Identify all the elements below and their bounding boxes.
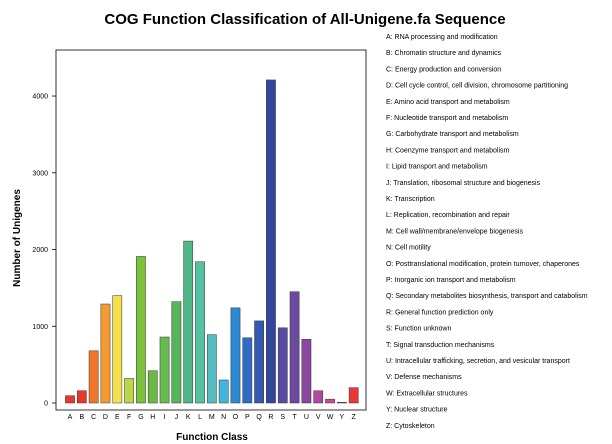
x-axis-label: Function Class <box>176 432 248 443</box>
x-tick-label: Q <box>256 414 262 421</box>
x-tick-label: P <box>245 414 250 421</box>
x-tick-label: U <box>304 414 309 421</box>
bar-o <box>230 307 241 404</box>
legend-item: Q: Secondary metabolites biosynthesis, t… <box>386 293 588 300</box>
legend-item: A: RNA processing and modification <box>386 34 498 41</box>
y-tick-label: 3000 <box>32 170 48 177</box>
legend-item: M: Cell wall/membrane/envelope biogenesi… <box>386 228 523 235</box>
bar-m <box>206 334 217 404</box>
bar-u <box>301 339 312 404</box>
legend-item: S: Function unknown <box>386 326 451 333</box>
legend-item: I: Lipid transport and metabolism <box>386 164 488 171</box>
x-tick-label: Z <box>352 414 357 421</box>
y-tick-label: 0 <box>44 401 48 408</box>
legend-item: T: Signal transduction mechanisms <box>386 342 495 349</box>
x-tick-label: F <box>127 414 131 421</box>
legend-item: N: Cell motility <box>386 245 431 252</box>
bar-v <box>313 390 324 404</box>
legend-item: K: Transcription <box>386 196 435 203</box>
bar-z <box>348 387 359 404</box>
legend-item: L: Replication, recombination and repair <box>386 212 510 219</box>
legend-item: V: Defense mechanisms <box>386 374 462 381</box>
x-tick-label: I <box>164 414 166 421</box>
y-tick-label: 1000 <box>32 324 48 331</box>
x-tick-label: T <box>292 414 297 421</box>
x-tick-label: L <box>198 414 202 421</box>
x-tick-label: M <box>209 414 215 421</box>
x-tick-label: O <box>233 414 239 421</box>
bar-t <box>289 291 300 404</box>
x-tick-label: K <box>186 414 191 421</box>
bar-p <box>242 337 253 404</box>
bar-e <box>112 295 123 404</box>
bar-n <box>218 379 229 404</box>
bar-y <box>337 401 347 404</box>
y-tick-label: 4000 <box>32 94 48 101</box>
legend-item: E: Amino acid transport and metabolism <box>386 99 510 106</box>
legend: A: RNA processing and modification B: Chr… <box>386 34 588 430</box>
bar-a <box>65 395 75 404</box>
legend-item: O: Posttranslational modification, prote… <box>386 261 580 268</box>
bar-l <box>195 261 205 404</box>
chart-title: COG Function Classification of All-Unige… <box>104 11 505 28</box>
bar-c <box>88 350 99 404</box>
legend-item: Z: Cytoskeleton <box>386 423 435 430</box>
x-tick-label: C <box>91 414 96 421</box>
x-tick-label: W <box>327 414 334 421</box>
bar-k <box>183 240 194 404</box>
bar-w <box>325 398 335 404</box>
legend-item: C: Energy production and conversion <box>386 66 501 73</box>
x-tick-label: J <box>175 414 179 421</box>
x-tick-label: E <box>115 414 120 421</box>
x-tick-label: G <box>138 414 143 421</box>
legend-item: J: Translation, ribosomal structure and … <box>386 180 541 187</box>
plot-frame <box>55 49 367 411</box>
x-tick-label: V <box>316 414 321 421</box>
y-axis: 0 1000 2000 3000 4000 <box>32 94 56 408</box>
x-tick-label: S <box>280 414 285 421</box>
legend-item: Y: Nuclear structure <box>386 407 448 414</box>
legend-item: B: Chromatin structure and dynamics <box>386 50 502 57</box>
y-axis-label: Number of Unigenes <box>12 189 23 287</box>
x-tick-label: B <box>79 414 84 421</box>
y-tick-label: 2000 <box>32 247 48 254</box>
x-tick-label: R <box>268 414 273 421</box>
bar-q <box>254 320 264 404</box>
legend-item: F: Nucleotide transport and metabolism <box>386 115 508 122</box>
legend-item: D: Cell cycle control, cell division, ch… <box>386 83 568 90</box>
x-tick-label: H <box>150 414 155 421</box>
x-tick-label: A <box>68 414 73 421</box>
bar-b <box>76 390 87 404</box>
x-tick-label: Y <box>340 414 345 421</box>
legend-item: G: Carbohydrate transport and metabolism <box>386 131 519 138</box>
legend-item: P: Inorganic ion transport and metabolis… <box>386 277 516 284</box>
x-tick-label: N <box>221 414 226 421</box>
legend-item: W: Extracellular structures <box>386 390 468 397</box>
bar-g <box>136 256 146 404</box>
bar-j <box>171 301 182 404</box>
legend-item: H: Coenzyme transport and metabolism <box>386 147 509 154</box>
bars <box>65 79 359 404</box>
bar-h <box>147 370 158 404</box>
bar-f <box>124 378 134 404</box>
bar-r <box>266 79 276 404</box>
bar-s <box>277 327 288 404</box>
bar-d <box>100 303 111 404</box>
legend-item: R: General function prediction only <box>386 309 494 316</box>
bar-i <box>159 336 170 404</box>
legend-item: U: Intracellular trafficking, secretion,… <box>386 358 570 365</box>
x-tick-label: D <box>103 414 108 421</box>
plot-border <box>55 49 367 411</box>
